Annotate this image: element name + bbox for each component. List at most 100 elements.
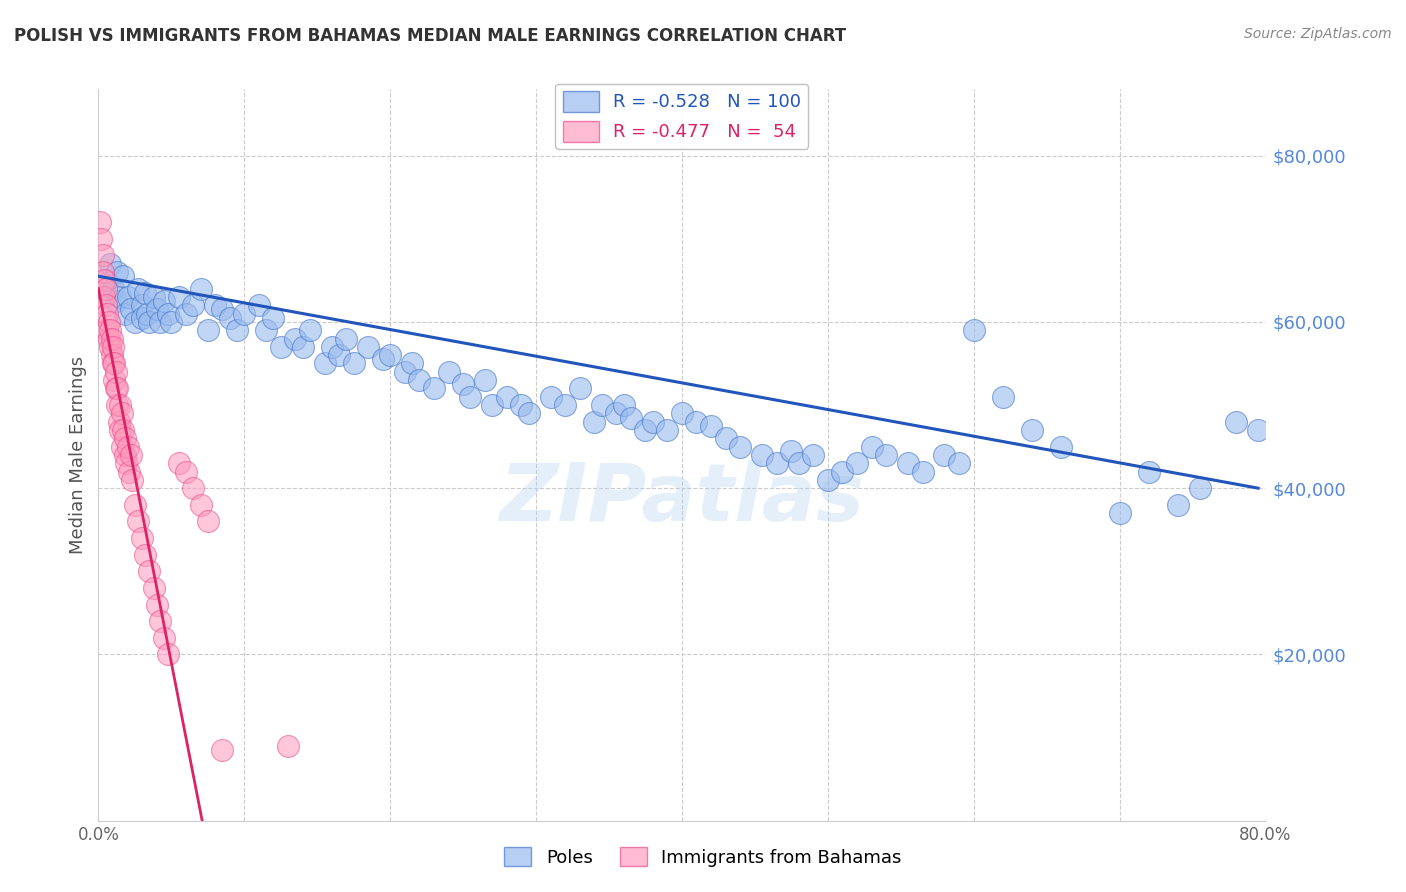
Point — [96, 323, 118, 337]
Point — [846, 456, 869, 470]
Point — [517, 406, 540, 420]
Point — [111, 440, 134, 454]
Point — [181, 298, 204, 312]
Point — [118, 465, 141, 479]
Point — [657, 423, 679, 437]
Point — [1137, 465, 1160, 479]
Point — [780, 443, 803, 458]
Point — [510, 398, 533, 412]
Point — [114, 431, 136, 445]
Point — [146, 598, 169, 612]
Point — [254, 323, 277, 337]
Point — [394, 365, 416, 379]
Point — [127, 515, 149, 529]
Point — [380, 348, 402, 362]
Point — [94, 273, 117, 287]
Point — [911, 465, 934, 479]
Point — [174, 307, 197, 321]
Point — [197, 515, 219, 529]
Point — [110, 290, 132, 304]
Point — [103, 356, 125, 371]
Point — [568, 381, 591, 395]
Point — [104, 294, 127, 309]
Point — [105, 381, 128, 395]
Point — [554, 398, 576, 412]
Point — [100, 348, 122, 362]
Point — [860, 440, 883, 454]
Point — [101, 340, 124, 354]
Point — [197, 323, 219, 337]
Point — [270, 340, 292, 354]
Point — [474, 373, 496, 387]
Point — [90, 232, 112, 246]
Point — [121, 473, 143, 487]
Point — [583, 415, 606, 429]
Y-axis label: Median Male Earnings: Median Male Earnings — [69, 356, 87, 554]
Point — [291, 340, 314, 354]
Point — [105, 265, 128, 279]
Point — [142, 581, 165, 595]
Point — [105, 398, 128, 412]
Point — [262, 310, 284, 325]
Point — [110, 423, 132, 437]
Point — [108, 415, 131, 429]
Point — [135, 307, 157, 321]
Point — [1188, 481, 1211, 495]
Point — [91, 265, 114, 279]
Point — [1050, 440, 1073, 454]
Point — [298, 323, 321, 337]
Point — [1247, 423, 1270, 437]
Point — [115, 456, 138, 470]
Point — [112, 269, 135, 284]
Point — [423, 381, 446, 395]
Point — [124, 315, 146, 329]
Point — [91, 248, 114, 262]
Point — [112, 423, 135, 437]
Point — [211, 302, 233, 317]
Point — [131, 531, 153, 545]
Point — [460, 390, 482, 404]
Point — [934, 448, 956, 462]
Point — [401, 356, 423, 371]
Point — [284, 332, 307, 346]
Point — [751, 448, 773, 462]
Point — [897, 456, 920, 470]
Point — [146, 302, 169, 317]
Point — [991, 390, 1014, 404]
Point — [612, 398, 634, 412]
Point — [98, 257, 121, 271]
Point — [104, 381, 127, 395]
Point — [120, 302, 142, 317]
Point — [153, 631, 176, 645]
Point — [190, 282, 212, 296]
Point — [110, 398, 132, 412]
Point — [114, 307, 136, 321]
Point — [204, 298, 226, 312]
Point — [233, 307, 256, 321]
Point — [98, 340, 121, 354]
Point — [138, 315, 160, 329]
Point — [100, 332, 122, 346]
Point — [104, 365, 127, 379]
Point — [801, 448, 824, 462]
Point — [962, 323, 984, 337]
Point — [153, 294, 176, 309]
Point — [101, 356, 124, 371]
Text: Source: ZipAtlas.com: Source: ZipAtlas.com — [1244, 27, 1392, 41]
Point — [93, 273, 115, 287]
Point — [93, 290, 115, 304]
Point — [371, 352, 394, 367]
Point — [149, 315, 172, 329]
Point — [134, 285, 156, 300]
Point — [211, 743, 233, 757]
Point — [948, 456, 970, 470]
Point — [1167, 498, 1189, 512]
Point — [787, 456, 810, 470]
Point — [142, 290, 165, 304]
Point — [540, 390, 562, 404]
Point — [97, 315, 120, 329]
Point — [167, 290, 190, 304]
Point — [247, 298, 270, 312]
Point — [89, 215, 111, 229]
Point — [481, 398, 503, 412]
